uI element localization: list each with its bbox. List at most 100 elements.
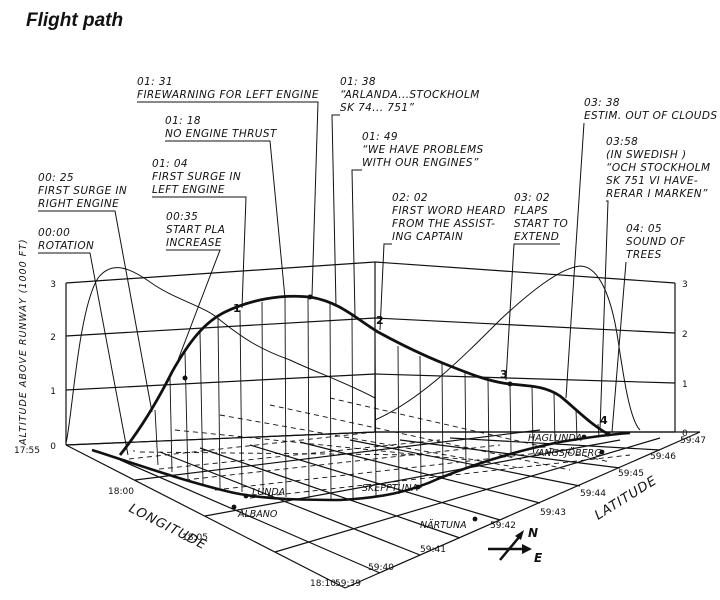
altitude-ticks-left: 3 2 1 0	[50, 280, 56, 452]
annotation-text: SOUND OF	[626, 236, 686, 248]
annotation-text: ESTIM. OUT OF CLOUDS	[584, 110, 717, 122]
compass-east-label: E	[534, 551, 543, 565]
right-wall-projection	[374, 265, 641, 431]
annotation-time: 00: 25	[38, 172, 74, 184]
annotation-time: 02: 02	[392, 192, 428, 204]
longitude-tick-label: 17:55	[14, 446, 40, 456]
annotation-0302: 03: 02 FLAPS START TO EXTEND	[505, 192, 568, 381]
annotation-text: NO ENGINE THRUST	[165, 128, 278, 140]
annotation-text: ROTATION	[38, 240, 94, 252]
altitude-ticks-right: 3 2 1 0	[682, 280, 688, 439]
annotation-0149: 01: 49 “WE HAVE PROBLEMS WITH OUR ENGINE…	[351, 131, 484, 317]
drop-lines	[133, 296, 600, 500]
point-labels: 1 2 3 4	[233, 302, 608, 427]
compass-rose: N E	[488, 526, 543, 565]
annotation-text: INCREASE	[166, 237, 222, 249]
latitude-tick-label: 59:45	[618, 469, 644, 479]
place-label: LUNDA	[252, 487, 285, 498]
place-label: NÄRTUNA	[420, 520, 467, 531]
annotation-0104: 01: 04 FIRST SURGE IN LEFT ENGINE	[152, 158, 247, 309]
annotation-time: 03:58	[606, 136, 638, 148]
annotation-time: 00:00	[38, 227, 70, 239]
longitude-tick-label: 18:10	[310, 579, 336, 589]
annotation-time: 01: 04	[152, 158, 188, 170]
left-wall-projection	[65, 267, 376, 444]
places: LUNDA ALBANO SKEPPTUNA NÄRTUNA HAGLUNDA …	[231, 433, 605, 531]
place-label: ALBANO	[237, 509, 278, 520]
latitude-ticks: 59:39 59:40 59:41 59:42 59:43 59:44 59:4…	[335, 436, 706, 589]
annotation-time: 01: 18	[165, 115, 201, 127]
ground-track	[91, 431, 631, 502]
longitude-tick-label: 18:00	[108, 487, 134, 497]
altitude-tick-label: 1	[50, 387, 56, 397]
annotation-0358: 03:58 (IN SWEDISH ) “OCH STOCKHOLM SK 75…	[599, 136, 711, 431]
annotation-text: ING CAPTAIN	[392, 231, 463, 243]
latitude-tick-label: 59:43	[540, 508, 566, 518]
longitude-tick-label: 18:05	[182, 533, 208, 543]
altitude-tick-label: 2	[682, 330, 688, 340]
altitude-tick-label: 0	[682, 429, 688, 439]
annotation-text: FLAPS	[514, 205, 548, 217]
annotation-text: START PLA	[166, 224, 225, 236]
annotation-text: (IN SWEDISH )	[606, 149, 686, 161]
point-label: 4	[600, 414, 608, 427]
point-label: 1	[233, 302, 241, 315]
ground-grid	[119, 397, 631, 499]
altitude-tick-label: 3	[50, 280, 56, 290]
annotation-0000: 00:00 ROTATION	[38, 227, 129, 456]
altitude-tick-label: 3	[682, 280, 688, 290]
annotation-0131: 01: 31 FIREWARNING FOR LEFT ENGINE	[137, 76, 319, 297]
annotation-time: 01: 31	[137, 76, 173, 88]
annotation-0405: 04: 05 SOUND OF TREES	[611, 223, 686, 433]
diagram-title: Flight path	[26, 10, 124, 31]
flight-path-curve	[118, 294, 609, 456]
latitude-tick-label: 59:41	[420, 545, 446, 555]
altitude-tick-label: 2	[50, 333, 56, 343]
annotation-text: WITH OUR ENGINES”	[362, 157, 479, 169]
latitude-tick-label: 59:42	[490, 521, 516, 531]
annotation-0138: 01: 38 “ARLANDA...STOCKHOLM SK 74... 751…	[331, 76, 480, 307]
annotation-time: 00:35	[166, 211, 198, 223]
annotation-time: 03: 38	[584, 97, 620, 109]
ground-frame	[65, 429, 701, 589]
latitude-tick-label: 59:47	[680, 436, 706, 446]
annotation-text: RERAR I MARKEN”	[606, 188, 708, 200]
place-label: VÄNGSJÖBERG	[532, 448, 602, 459]
annotation-text: FIRST SURGE IN	[38, 185, 127, 197]
annotation-0035: 00:35 START PLA INCREASE	[166, 211, 225, 361]
annotation-text: RIGHT ENGINE	[38, 198, 119, 210]
point-label: 2	[376, 314, 384, 327]
annotation-text: “ARLANDA...STOCKHOLM	[340, 89, 480, 101]
annotation-text: LEFT ENGINE	[152, 184, 225, 196]
altitude-tick-label: 1	[682, 380, 688, 390]
annotation-time: 04: 05	[626, 223, 662, 235]
place-label: SKEPPTUNA	[362, 483, 418, 494]
annotation-text: TREES	[626, 249, 662, 261]
annotation-text: SK 74... 751”	[340, 102, 414, 114]
longitude-ticks: 17:55 18:00 18:05 18:10	[14, 446, 336, 589]
annotation-text: FROM THE ASSIST-	[392, 218, 495, 230]
altitude-tick-label: 0	[50, 442, 56, 452]
annotation-text: SK 751 VI HAVE-	[606, 175, 698, 187]
compass-north-label: N	[528, 526, 538, 540]
annotation-time: 01: 38	[340, 76, 376, 88]
longitude-axis-label: LONGITUDE	[126, 501, 209, 553]
point-label: 3	[500, 368, 508, 381]
annotation-0338: 03: 38 ESTIM. OUT OF CLOUDS	[565, 97, 717, 399]
altitude-axis-label: ALTITUDE ABOVE RUNWAY (1000 FT)	[18, 238, 29, 446]
annotation-text: FIRST WORD HEARD	[392, 205, 506, 217]
annotation-0025: 00: 25 FIRST SURGE IN RIGHT ENGINE	[38, 172, 153, 413]
annotation-text: EXTEND	[514, 231, 559, 243]
annotation-text: FIRST SURGE IN	[152, 171, 241, 183]
latitude-tick-label: 59:39	[335, 579, 361, 589]
annotation-0118: 01: 18 NO ENGINE THRUST	[165, 115, 286, 299]
place-label: HAGLUNDA	[528, 433, 582, 444]
annotation-text: “WE HAVE PROBLEMS	[362, 144, 484, 156]
latitude-tick-label: 59:44	[580, 489, 606, 499]
annotation-text: START TO	[514, 218, 568, 230]
annotation-text: “OCH STOCKHOLM	[606, 162, 711, 174]
annotation-text: FIREWARNING FOR LEFT ENGINE	[137, 89, 319, 101]
annotation-time: 03: 02	[514, 192, 550, 204]
latitude-tick-label: 59:46	[650, 452, 676, 462]
